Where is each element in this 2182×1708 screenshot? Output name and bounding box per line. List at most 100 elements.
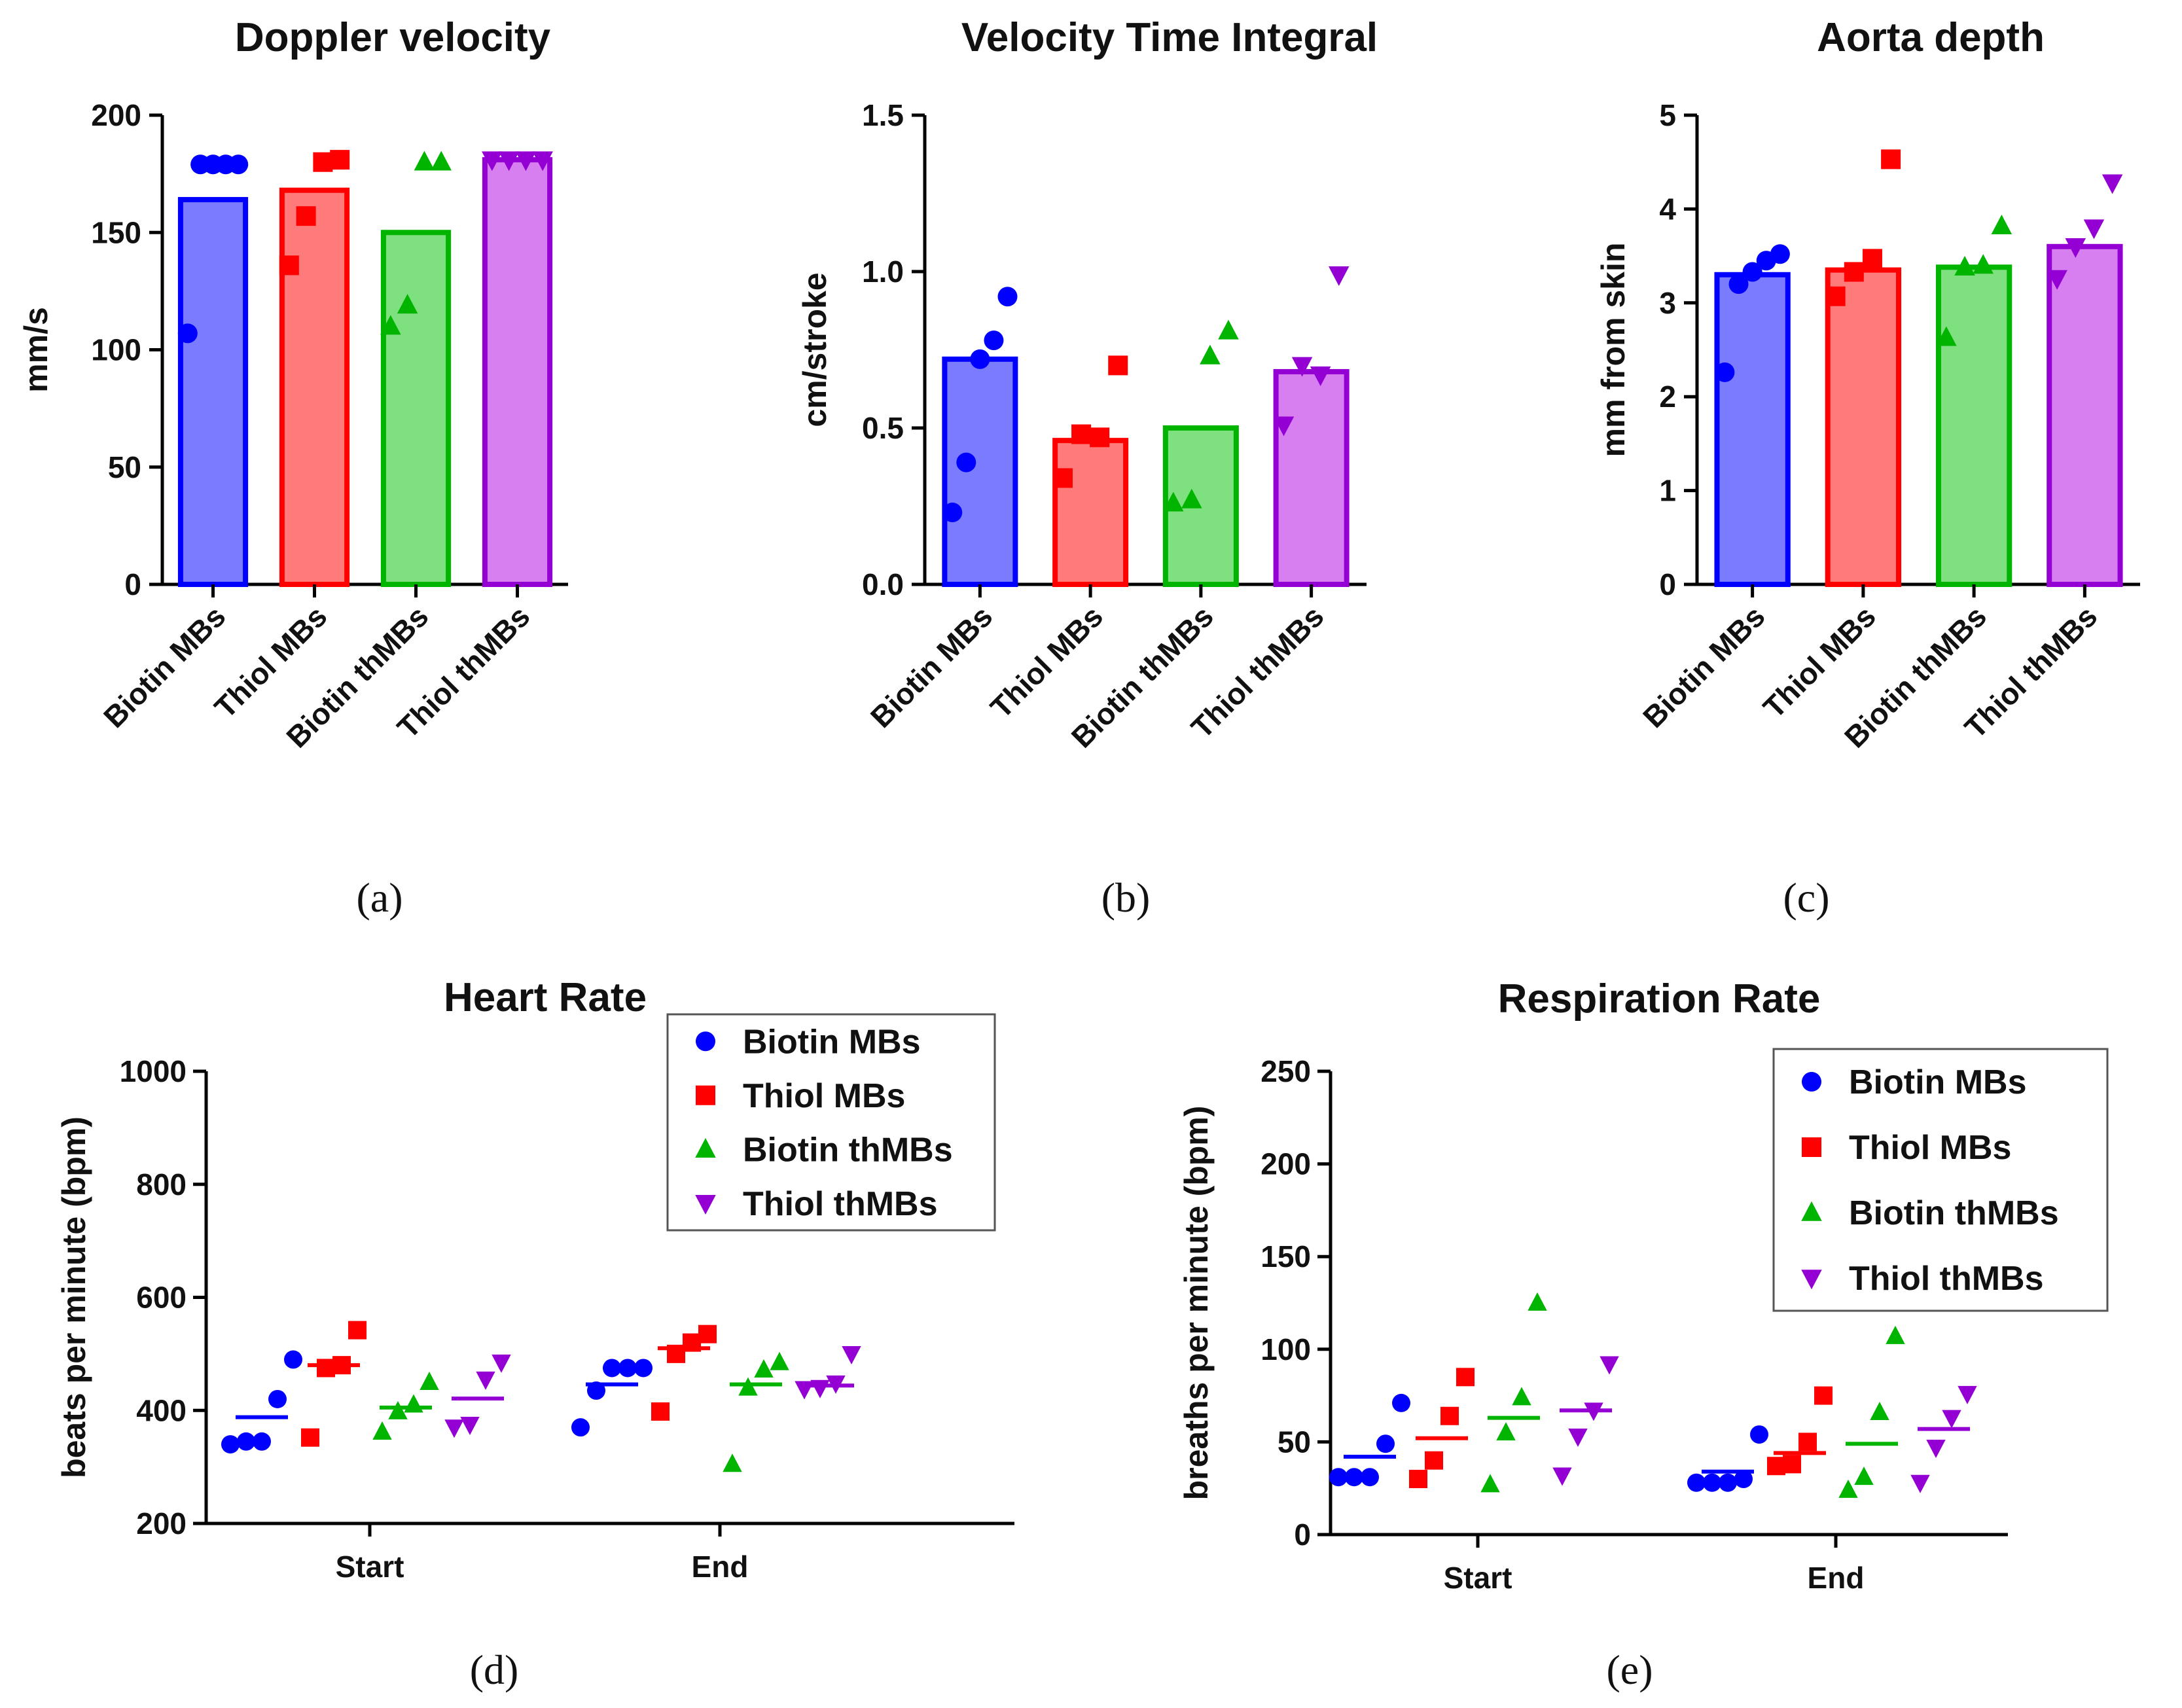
legend-box [1772, 1048, 2109, 1312]
y-tick-label: 0 [1659, 567, 1676, 601]
y-tick-label: 1000 [120, 1054, 187, 1088]
bar [1935, 264, 2012, 587]
data-point [1734, 1470, 1753, 1489]
data-point [2102, 174, 2123, 194]
y-tick-label: 5 [1659, 98, 1676, 132]
x-tick-label: Biotin MBs [1636, 599, 1772, 734]
data-point [301, 1428, 319, 1447]
data-point [1512, 1387, 1531, 1406]
y-tick-label: 600 [136, 1281, 187, 1315]
data-point [1200, 344, 1221, 365]
y-tick-label: 150 [91, 215, 141, 249]
data-point [380, 315, 401, 335]
y-tick-label: 200 [1261, 1147, 1311, 1181]
bar [2047, 243, 2123, 587]
data-point [1715, 362, 1735, 382]
y-tick-label: 0 [124, 567, 141, 601]
y-tick-label: 0 [1294, 1518, 1311, 1552]
data-point [414, 151, 435, 171]
legend-entry: Biotin thMBs [1849, 1194, 2059, 1232]
data-point [330, 150, 350, 170]
data-point [1954, 256, 1975, 276]
data-point [1568, 1429, 1588, 1448]
data-point [1767, 1457, 1785, 1476]
data-point [1376, 1434, 1395, 1453]
data-point [1071, 424, 1092, 444]
panel-label: (a) [356, 874, 402, 921]
y-axis-label: mm from skin [1595, 243, 1632, 457]
data-point [444, 1419, 464, 1438]
y-tick-label: 100 [1261, 1332, 1311, 1366]
y-tick-label: 400 [136, 1393, 187, 1427]
data-point [997, 287, 1018, 307]
legend-marker [1801, 1270, 1822, 1290]
data-point [683, 1333, 701, 1352]
data-point [1552, 1467, 1572, 1486]
data-point [810, 1379, 830, 1398]
legend-marker [695, 1138, 716, 1158]
data-point [177, 323, 198, 344]
data-point [253, 1432, 271, 1451]
data-point [404, 1394, 423, 1413]
y-axis-label: beats per minute (bpm) [56, 1116, 92, 1478]
legend-entry: Thiol MBs [743, 1077, 905, 1115]
data-point [942, 503, 963, 523]
data-point [1090, 427, 1110, 448]
data-point [284, 1350, 302, 1369]
data-point [1181, 488, 1202, 508]
data-point [268, 1389, 287, 1408]
data-point [1881, 149, 1901, 169]
data-point [1926, 1439, 1946, 1458]
data-point [1958, 1385, 1977, 1404]
data-point [603, 1359, 621, 1378]
data-point [1329, 1468, 1348, 1487]
data-point [1163, 491, 1184, 512]
data-point [1328, 266, 1350, 287]
data-point [1496, 1422, 1516, 1441]
data-point [237, 1432, 255, 1451]
bar [1273, 368, 1350, 588]
y-tick-label: 1.5 [862, 98, 904, 132]
chart-title: Doppler velocity [235, 15, 551, 60]
data-point [279, 255, 299, 276]
panel-label: (c) [1783, 874, 1829, 921]
chart-title: Respiration Rate [1498, 976, 1821, 1022]
y-axis-label: cm/stroke [796, 272, 833, 427]
data-point [723, 1453, 742, 1472]
chart-2: Velocity Time Integral cm/stroke 0.0 0.5 1.0… [796, 15, 1378, 921]
data-point [1409, 1470, 1427, 1489]
data-point [1480, 1474, 1500, 1493]
y-tick-label: 200 [136, 1506, 187, 1540]
data-point [397, 294, 418, 314]
data-point [372, 1421, 392, 1440]
data-point [667, 1344, 685, 1363]
data-point [738, 1377, 758, 1396]
data-point [420, 1371, 439, 1390]
y-tick-label: 50 [108, 450, 141, 484]
data-point [795, 1381, 814, 1400]
data-point [1392, 1393, 1410, 1412]
chart-title: Heart Rate [444, 975, 647, 1020]
y-axis-label: mm/s [18, 307, 54, 393]
data-point [587, 1381, 605, 1400]
bar [1714, 272, 1791, 587]
data-point [431, 151, 452, 171]
bar [1052, 438, 1129, 587]
legend-marker [1802, 1137, 1821, 1157]
chart-1: Doppler velocity mm/s 0 50 100 150 200 Biotin M… [18, 15, 568, 921]
chart-5: Respiration Rate breaths per minute (bpm)… [1178, 976, 2109, 1693]
y-tick-label: 0.5 [862, 411, 904, 445]
data-point [1742, 262, 1762, 282]
x-tick-label: Biotin MBs [97, 599, 232, 734]
legend-marker [696, 1085, 715, 1105]
data-point [1687, 1473, 1706, 1492]
legend-entry: Thiol thMBs [743, 1185, 938, 1223]
data-point [1218, 319, 1239, 340]
data-point [1728, 274, 1749, 294]
panel-label: (e) [1606, 1646, 1653, 1693]
data-point [1273, 416, 1295, 436]
y-tick-label: 800 [136, 1167, 187, 1201]
data-point [460, 1416, 480, 1435]
